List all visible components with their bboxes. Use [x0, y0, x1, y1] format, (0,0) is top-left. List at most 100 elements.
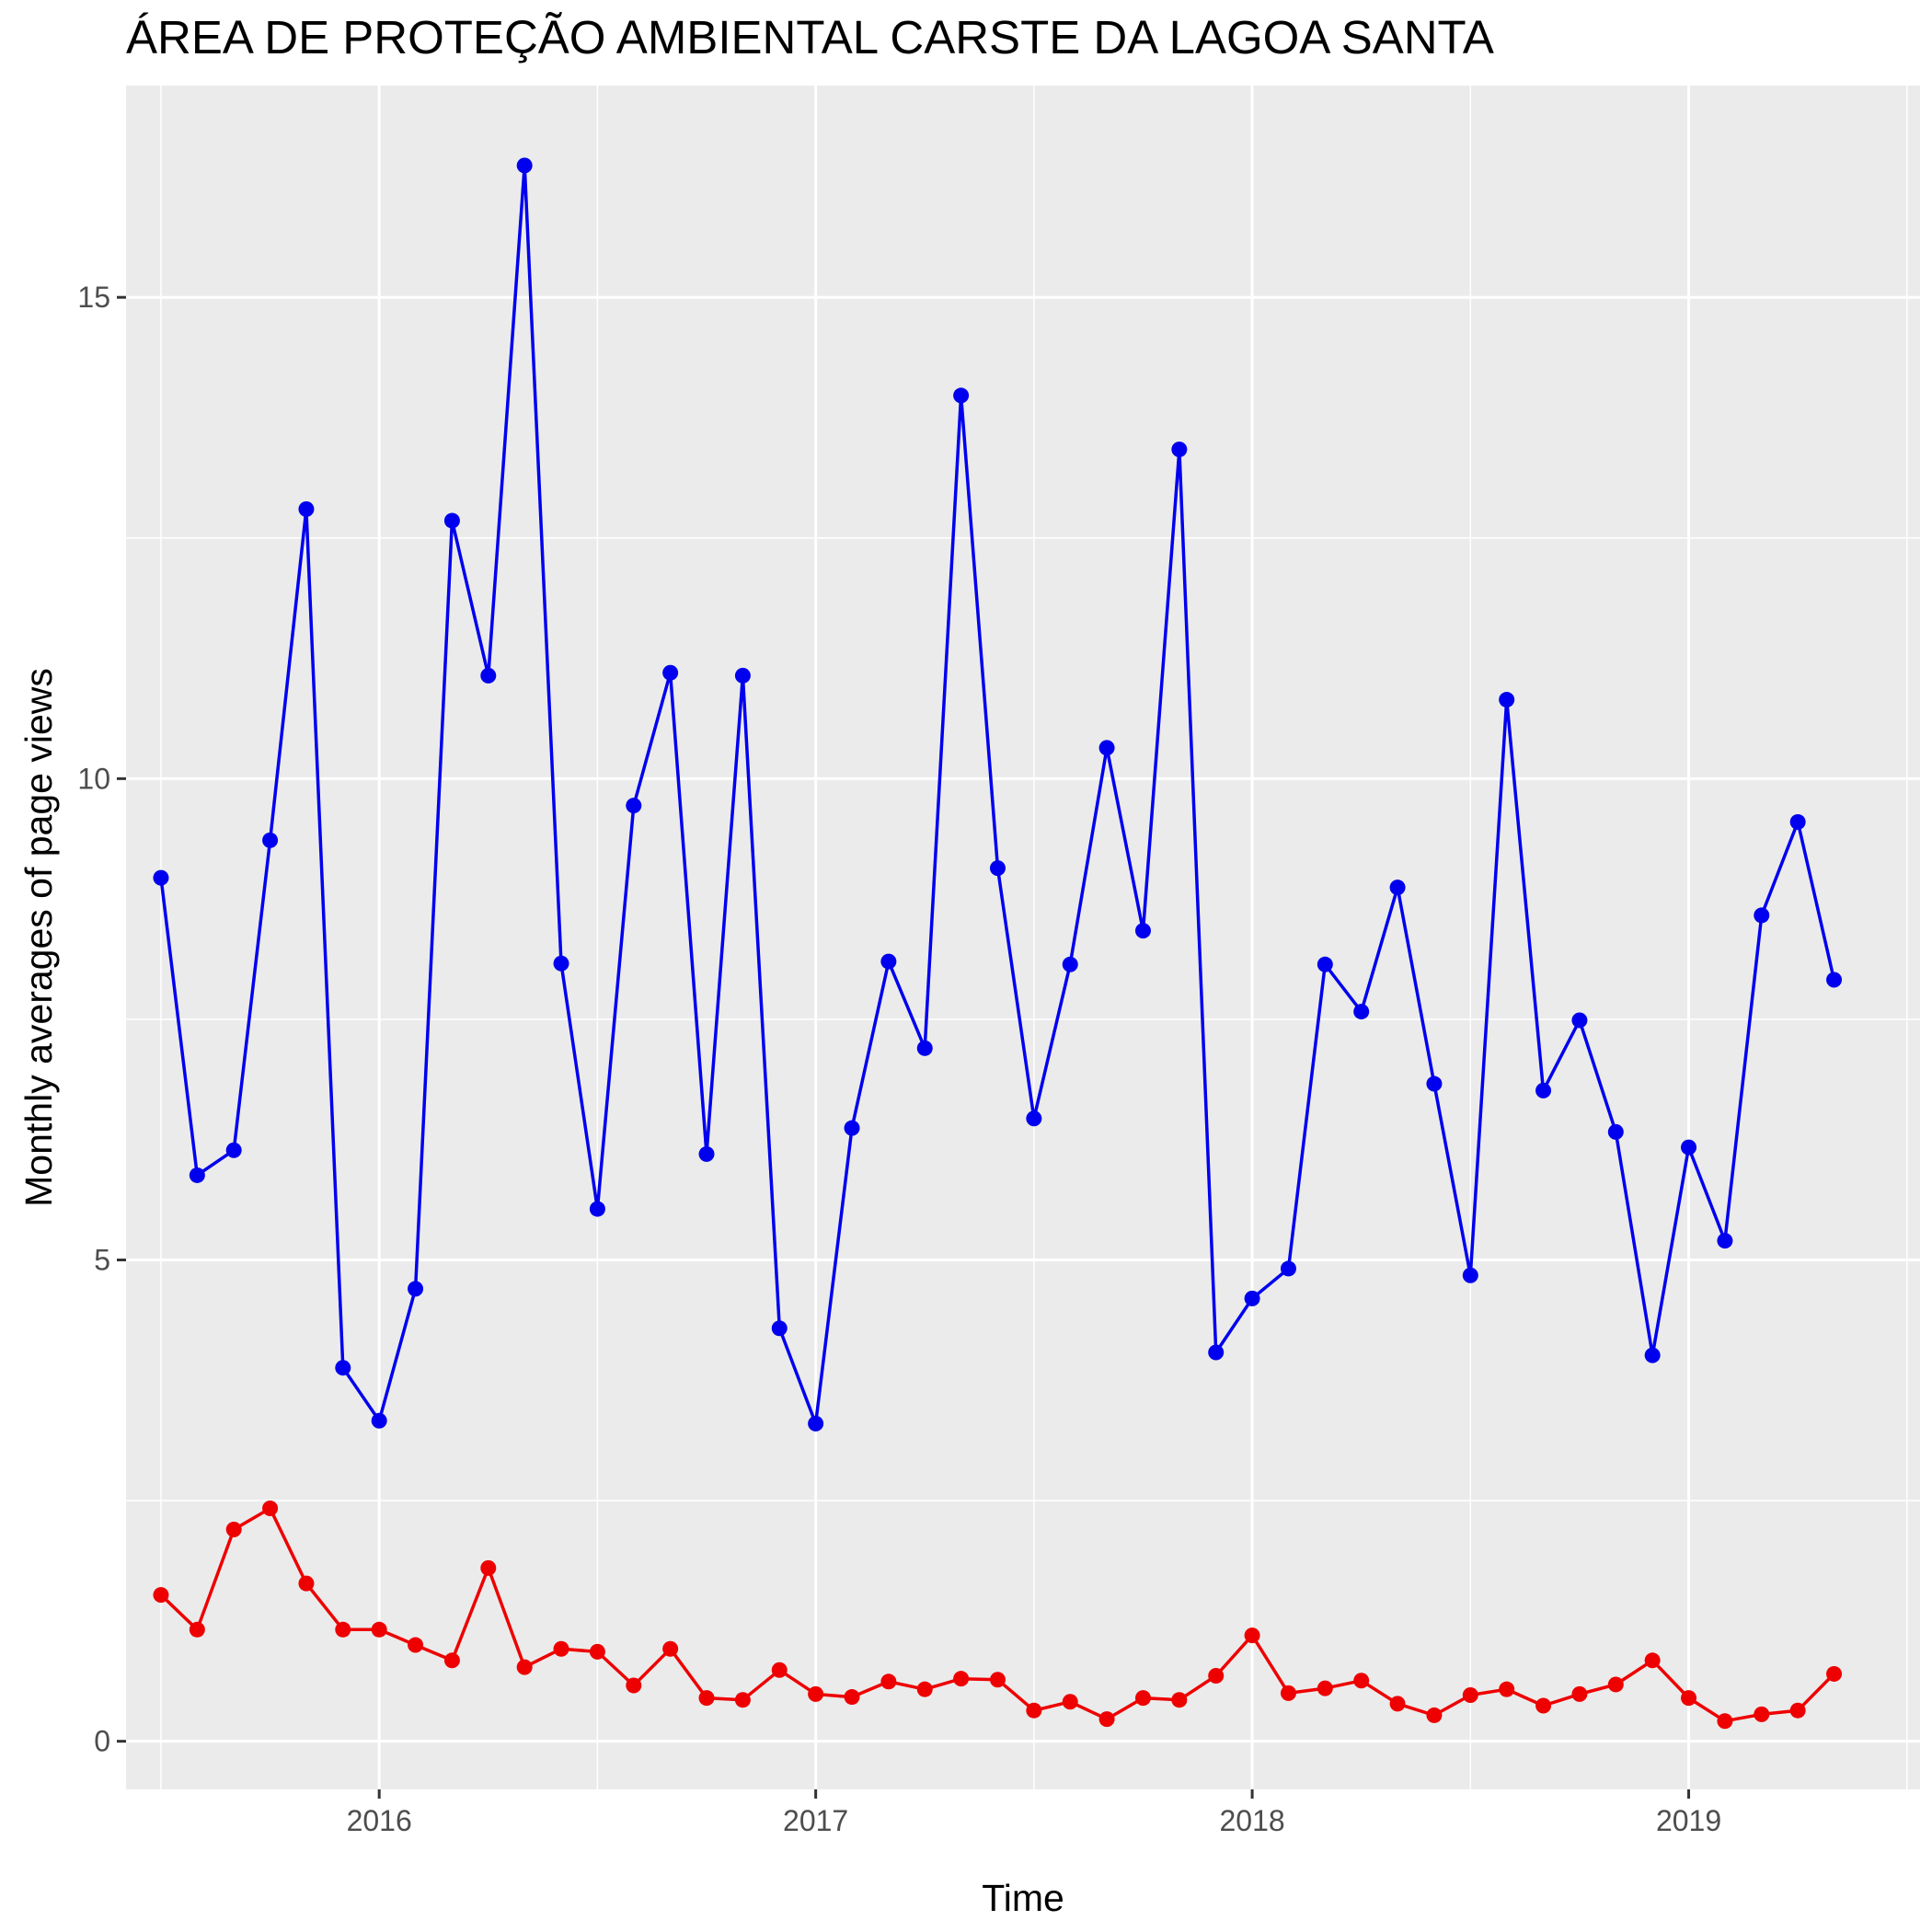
series-1-point — [662, 664, 679, 681]
series-2-point — [335, 1621, 351, 1638]
series-2-point — [1535, 1697, 1552, 1714]
series-2-point — [589, 1643, 605, 1660]
series-1-point — [298, 500, 315, 517]
series-1-point — [880, 953, 897, 970]
series-1-point — [1826, 972, 1843, 988]
series-1-point — [1280, 1260, 1296, 1277]
series-1-point — [408, 1281, 424, 1297]
series-2-point — [1681, 1690, 1697, 1707]
series-1-point — [1462, 1267, 1478, 1283]
series-1-point — [1789, 813, 1806, 830]
series-1-point — [225, 1142, 242, 1158]
series-1-point — [626, 798, 642, 814]
series-2-point — [916, 1681, 933, 1697]
series-2-point — [1499, 1681, 1515, 1697]
series-1-point — [989, 860, 1006, 877]
series-2-point — [1607, 1676, 1624, 1693]
plot-panel — [126, 86, 1920, 1789]
series-2-point — [1389, 1696, 1406, 1712]
tick-labels: 2016 2017 2018 2019 0 5 10 15 — [77, 281, 1721, 1837]
series-1-point — [1026, 1110, 1042, 1127]
series-layer — [153, 157, 1843, 1730]
y-tick-label: 10 — [77, 762, 110, 795]
series-2-point — [262, 1500, 279, 1516]
y-tick-label: 5 — [94, 1244, 110, 1277]
series-1-point — [698, 1145, 715, 1162]
series-1-point — [1353, 1004, 1370, 1020]
x-tick-label: 2019 — [1656, 1804, 1721, 1837]
series-2-point — [626, 1677, 642, 1694]
series-1-point — [1098, 740, 1115, 756]
series-2-point — [1826, 1665, 1843, 1682]
x-tick-label: 2016 — [347, 1804, 412, 1837]
series-2-point — [1280, 1685, 1296, 1701]
x-tick-label: 2018 — [1219, 1804, 1284, 1837]
series-1-point — [1134, 923, 1151, 939]
series-1-point — [1062, 956, 1078, 972]
series-1-point — [771, 1320, 788, 1337]
series-2-point — [1098, 1711, 1115, 1728]
series-1-point — [189, 1167, 205, 1183]
series-2-point — [808, 1685, 824, 1702]
series-1-point — [1607, 1123, 1624, 1140]
series-2-point — [989, 1672, 1006, 1688]
series-2-point — [953, 1671, 970, 1687]
series-1-point — [1208, 1344, 1225, 1361]
series-1-point — [1717, 1233, 1733, 1249]
series-2-point — [408, 1637, 424, 1653]
series-2-point — [662, 1640, 679, 1657]
series-1-point — [371, 1412, 387, 1429]
series-1-point — [1644, 1347, 1661, 1363]
series-1-point — [1681, 1139, 1697, 1156]
y-axis-title: Monthly averages of page views — [17, 668, 60, 1207]
series-2-point — [443, 1652, 460, 1669]
series-1-point — [335, 1360, 351, 1376]
series-2-point — [771, 1662, 788, 1678]
series-1-point — [808, 1415, 824, 1432]
series-2-point — [298, 1575, 315, 1592]
axis-ticks — [117, 295, 1691, 1799]
series-1-point — [589, 1201, 605, 1217]
series-1-point — [1499, 692, 1515, 708]
series-1-point — [916, 1040, 933, 1056]
series-2-point — [1244, 1627, 1260, 1644]
x-axis-title: Time — [982, 1877, 1064, 1919]
series-2-point — [1717, 1713, 1733, 1730]
series-1-point — [1171, 442, 1188, 458]
series-2-point — [189, 1621, 205, 1638]
series-2-point — [1353, 1673, 1370, 1689]
series-1-point — [153, 869, 169, 886]
series-2-point — [516, 1659, 533, 1675]
series-2-point — [153, 1587, 169, 1604]
series-1-point — [1535, 1082, 1552, 1098]
chart-title: ÁREA DE PROTEÇÃO AMBIENTAL CARSTE DA LAG… — [126, 11, 1494, 63]
series-2-point — [1134, 1690, 1151, 1707]
series-1-point — [553, 955, 569, 972]
grid-minor — [126, 86, 1920, 1789]
y-tick-label: 0 — [94, 1725, 110, 1758]
series-2-point — [734, 1692, 751, 1708]
series-2-point — [880, 1673, 897, 1690]
series-2-point — [1644, 1652, 1661, 1669]
y-tick-label: 15 — [77, 281, 110, 314]
series-2-point — [1171, 1692, 1188, 1708]
series-1-point — [734, 667, 751, 684]
series-2-point — [1317, 1680, 1333, 1696]
series-1-point — [844, 1120, 860, 1136]
series-1-point — [1389, 880, 1406, 896]
series-1-point — [953, 387, 970, 404]
series-2-point — [1462, 1686, 1478, 1703]
series-1-point — [1317, 956, 1333, 972]
series-2-point — [1062, 1694, 1078, 1710]
series-2-point — [1789, 1702, 1806, 1719]
series-1-point — [443, 512, 460, 529]
series-2-point — [1571, 1685, 1588, 1702]
series-2-point — [553, 1640, 569, 1657]
series-2-point — [1426, 1707, 1443, 1723]
series-2-point — [1754, 1706, 1770, 1722]
series-1-point — [480, 667, 497, 684]
series-1-point — [1754, 907, 1770, 924]
series-1-point — [1244, 1290, 1260, 1306]
grid-major — [126, 86, 1920, 1789]
